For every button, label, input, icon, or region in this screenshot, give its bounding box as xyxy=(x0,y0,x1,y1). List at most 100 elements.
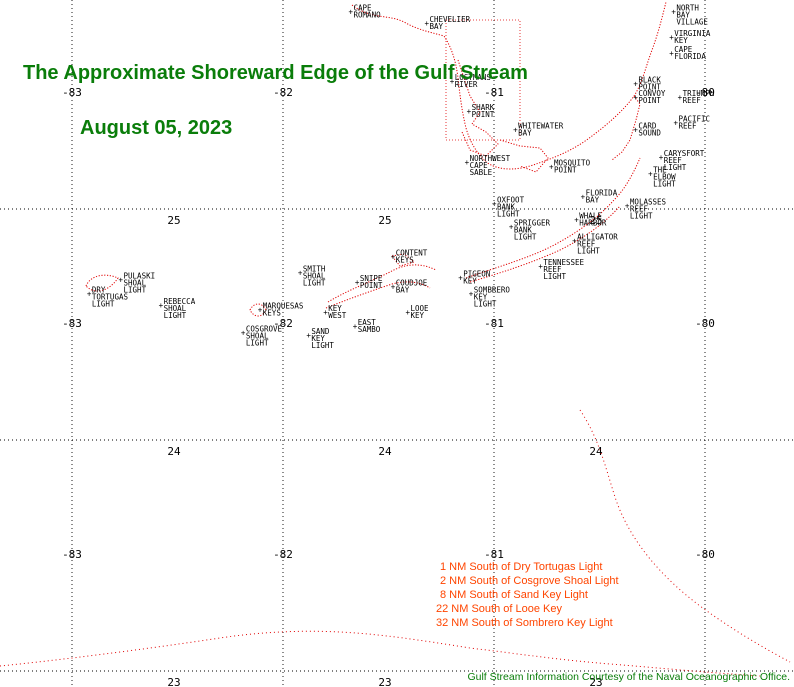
place-label: MOLASSES REEF LIGHT xyxy=(630,198,667,221)
place-label: WHITEWATER BAY xyxy=(518,121,564,137)
place-label-line: LIGHT xyxy=(164,311,187,320)
place-label-line: FLORIDA xyxy=(674,52,706,61)
place-label-line: LIGHT xyxy=(664,163,687,172)
place-label: FLORIDA BAY xyxy=(586,188,618,204)
place-label: SNIPE POINT xyxy=(360,274,383,290)
place-label: SHARK POINT xyxy=(472,103,495,119)
place-label: MOSQUITO POINT xyxy=(554,158,591,174)
longitude-tick-label: -83 xyxy=(62,548,82,561)
place-label-line: BANK xyxy=(497,202,516,211)
place-label: PULASKI SHOAL LIGHT xyxy=(124,272,156,295)
place-label-line: WEST xyxy=(328,311,347,320)
latitude-tick-label: 24 xyxy=(167,445,181,458)
place-label-line: LIGHT xyxy=(92,299,115,308)
place-label: REBECCA SHOAL LIGHT xyxy=(164,297,196,320)
place-marker: + xyxy=(241,329,246,338)
place-label: KEY WEST xyxy=(328,304,347,320)
place-label-line: LIGHT xyxy=(124,286,147,295)
place-label: SOMBRERO KEY LIGHT xyxy=(474,285,511,308)
place-label-line: BAY xyxy=(586,195,600,204)
place-label-line: SAMBO xyxy=(358,325,381,334)
place-label-line: KEY xyxy=(474,292,488,301)
place-label-line: POINT xyxy=(360,281,383,290)
longitude-tick-label: -81 xyxy=(484,548,504,561)
map-title: The Approximate Shoreward Edge of the Gu… xyxy=(23,62,528,84)
place-marker: + xyxy=(572,236,577,245)
place-label-line: LIGHT xyxy=(311,341,334,350)
place-label-line: NORTHWEST xyxy=(470,154,511,163)
place-marker: + xyxy=(465,158,470,167)
place-label-line: ELBOW xyxy=(653,172,676,181)
place-label-line: LIGHT xyxy=(246,339,269,348)
place-marker: + xyxy=(349,8,354,17)
latitude-tick-label: 23 xyxy=(378,676,391,687)
place-label-line: MOLASSES xyxy=(630,198,667,207)
place-label: TENNESSEE REEF LIGHT xyxy=(543,258,584,281)
place-label-line: LIGHT xyxy=(653,179,676,188)
place-marker: + xyxy=(355,278,360,287)
place-label-line: REEF xyxy=(630,205,649,214)
place-label-line: KEY xyxy=(463,276,477,285)
place-marker: + xyxy=(669,33,674,42)
latitude-tick-label: 23 xyxy=(589,676,602,687)
place-marker: + xyxy=(633,125,638,134)
place-marker: + xyxy=(424,19,429,28)
place-label-line: SHARK xyxy=(472,103,495,112)
place-label-line: VILLAGE xyxy=(676,18,708,27)
place-label-line: SMITH xyxy=(303,265,326,274)
place-marker: + xyxy=(625,202,630,211)
place-label-line: DRY xyxy=(92,285,106,294)
place-label: PACIFIC REEF xyxy=(678,115,710,131)
offshore-depth-line xyxy=(0,409,791,677)
place-marker: + xyxy=(119,276,124,285)
place-label-line: LIGHT xyxy=(577,246,600,255)
place-label: CAPE ROMANO xyxy=(354,4,382,20)
place-label-line: CHEVELIER xyxy=(429,15,470,24)
place-label-line: KEYS xyxy=(396,256,415,265)
place-label-line: REEF xyxy=(577,239,596,248)
place-label: EAST SAMBO xyxy=(358,318,381,334)
map-date: August 05, 2023 xyxy=(80,117,233,139)
place-marker: + xyxy=(159,301,164,310)
place-label-line: BAY xyxy=(429,22,443,31)
place-label: SAND KEY LIGHT xyxy=(311,327,334,350)
place-label-line: REEF xyxy=(664,156,683,165)
data-credit: Gulf Stream Information Courtesy of the … xyxy=(467,671,790,683)
place-label: WHALE HARBOR xyxy=(579,212,607,228)
place-label-line: POINT xyxy=(638,96,661,105)
place-label-line: MARQUESAS xyxy=(263,302,304,311)
distance-item: 22 NM South of Looe Key xyxy=(436,603,562,615)
longitude-tick-label: -82 xyxy=(273,317,293,330)
place-marker: + xyxy=(669,49,674,58)
place-marker: + xyxy=(549,162,554,171)
place-marker: + xyxy=(513,125,518,134)
place-label-line: KEY xyxy=(311,334,325,343)
longitude-tick-label: -80 xyxy=(695,86,715,99)
place-label-line: TORTUGAS xyxy=(92,292,129,301)
place-marker: + xyxy=(581,192,586,201)
place-label-line: SHOAL xyxy=(124,279,147,288)
place-label-line: VIRGINIA xyxy=(674,29,711,38)
place-label-line: RIVER xyxy=(455,80,478,89)
place-label-line: MOSQUITO xyxy=(554,158,591,167)
place-marker: + xyxy=(450,77,455,86)
place-label-line: SPRIGGER xyxy=(514,218,551,227)
place-label-line: LIGHT xyxy=(497,209,520,218)
place-label: LOOE KEY xyxy=(410,304,429,320)
distance-item: 1 NM South of Dry Tortugas Light xyxy=(440,561,603,573)
latitude-tick-label: 24 xyxy=(378,445,392,458)
longitude-tick-label: -82 xyxy=(273,86,293,99)
place-label-line: CARYSFORT xyxy=(664,149,705,158)
place-label: COUDJOE BAY xyxy=(396,279,428,295)
place-marker: + xyxy=(648,169,653,178)
place-label: SPRIGGER BANK LIGHT xyxy=(514,218,551,241)
place-label-line: KEYS xyxy=(263,309,282,318)
place-label: VIRGINIA KEY xyxy=(674,29,711,45)
place-label-line: SABLE xyxy=(470,168,493,177)
place-label-line: FLORIDA xyxy=(586,188,618,197)
place-label-line: WHALE xyxy=(579,212,602,221)
place-label-line: NORTH xyxy=(676,4,699,13)
place-label: PIGEON KEY xyxy=(463,269,490,285)
